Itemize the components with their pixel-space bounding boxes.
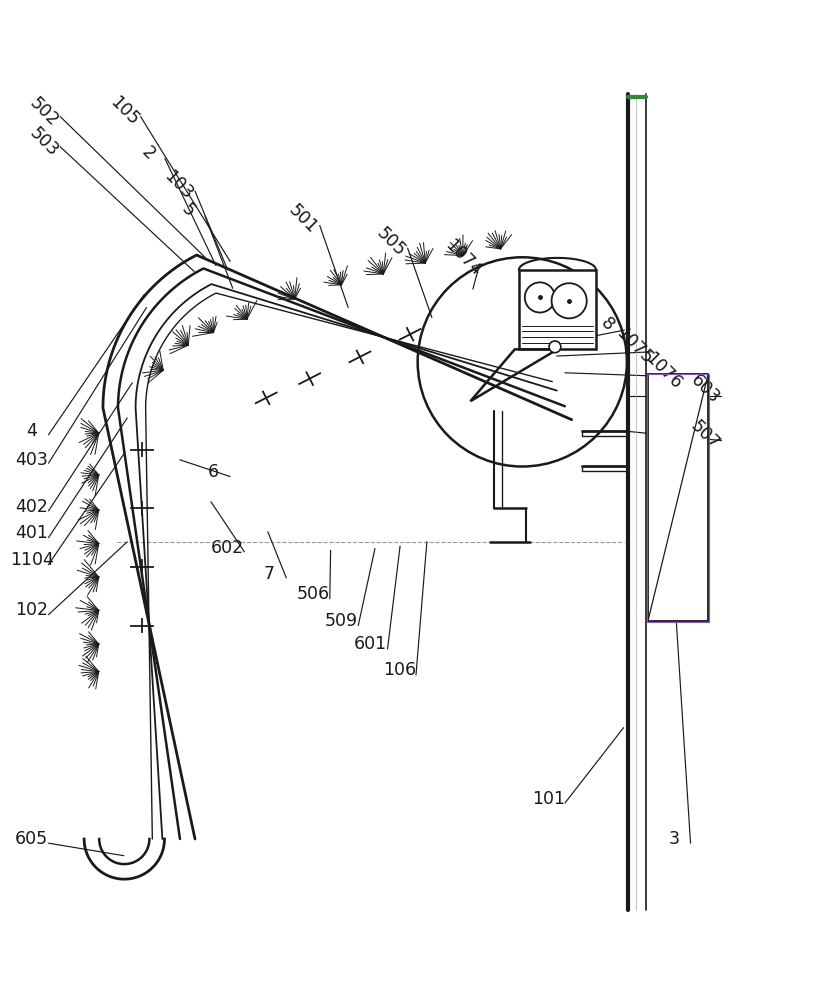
Bar — [518, 270, 595, 349]
Text: 103: 103 — [160, 167, 196, 203]
Text: 602: 602 — [211, 539, 244, 557]
Text: 506: 506 — [296, 585, 329, 603]
Text: 505: 505 — [372, 224, 409, 260]
Text: 1076: 1076 — [641, 349, 685, 393]
Circle shape — [551, 283, 586, 318]
Text: 102: 102 — [15, 601, 48, 619]
Text: 105: 105 — [105, 93, 142, 129]
Text: 605: 605 — [15, 830, 48, 848]
Text: 1075: 1075 — [612, 324, 655, 368]
Text: 2: 2 — [138, 143, 158, 164]
Text: 1104: 1104 — [10, 551, 54, 569]
Text: 7: 7 — [263, 565, 275, 583]
Text: 501: 501 — [284, 202, 321, 238]
Text: 508: 508 — [514, 287, 551, 323]
Text: 8: 8 — [597, 314, 617, 334]
Circle shape — [548, 341, 560, 353]
Text: 101: 101 — [531, 790, 564, 808]
Text: 401: 401 — [15, 524, 48, 542]
Text: 402: 402 — [15, 498, 48, 516]
Bar — [647, 374, 707, 621]
Bar — [646, 374, 708, 622]
Text: 403: 403 — [15, 451, 48, 469]
Text: 1074: 1074 — [441, 236, 484, 280]
Text: 509: 509 — [324, 612, 358, 630]
Text: 503: 503 — [25, 124, 62, 160]
Text: 507: 507 — [686, 417, 722, 453]
Circle shape — [524, 282, 554, 313]
Text: 6: 6 — [207, 463, 219, 481]
Text: 4: 4 — [27, 422, 37, 440]
Text: 5: 5 — [178, 200, 198, 221]
Text: 603: 603 — [686, 371, 722, 408]
Text: 3: 3 — [667, 830, 679, 848]
Text: 601: 601 — [354, 635, 387, 653]
Text: 106: 106 — [382, 661, 415, 679]
Text: 502: 502 — [25, 94, 62, 130]
